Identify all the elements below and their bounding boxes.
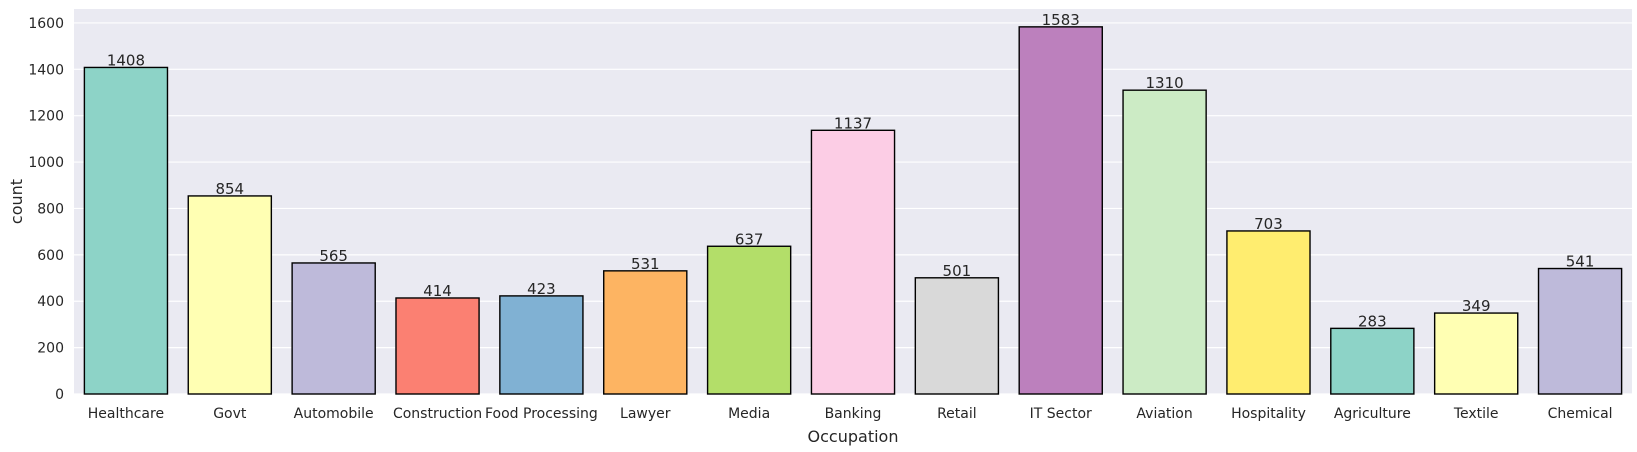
y-tick-label: 1400 [28,62,64,78]
x-tick-label: Lawyer [620,406,671,422]
x-tick-label: Construction [393,406,482,422]
data-label: 565 [319,247,348,265]
data-label: 531 [631,255,660,273]
x-axis-title: Occupation [808,427,899,446]
y-axis-ticks: 0 200 400 600 800 1000 1200 1400 1600 [28,16,64,403]
data-label: 703 [1254,215,1283,233]
data-label: 1310 [1146,74,1184,92]
bar-food-processing [499,295,584,395]
x-tick-label: Textile [1453,406,1499,422]
data-label: 854 [215,180,244,198]
x-tick-label: IT Sector [1030,406,1092,422]
bars [83,26,1623,395]
y-tick-label: 0 [55,387,64,403]
bar-banking [810,129,896,395]
x-tick-label: Automobile [294,406,374,422]
bar-agriculture [1330,327,1415,395]
data-label: 637 [735,230,764,248]
data-label: 414 [423,282,452,300]
bar-aviation [1122,89,1207,395]
x-tick-label: Aviation [1136,406,1192,422]
y-tick-label: 200 [37,341,64,357]
bar-it-sector [1018,26,1103,395]
data-label: 423 [527,280,556,298]
x-axis-ticks: Healthcare Govt Automobile Construction Food… [88,406,1613,422]
y-tick-label: 800 [37,201,64,217]
x-tick-label: Media [728,406,770,422]
x-tick-label: Healthcare [88,406,164,422]
y-tick-label: 1600 [28,16,64,32]
bar-retail [914,277,1000,395]
x-tick-label: Banking [825,406,882,422]
x-tick-label: Govt [213,406,247,422]
y-tick-label: 400 [37,294,64,310]
data-label: 1583 [1042,11,1080,29]
x-tick-label: Retail [937,406,977,422]
bar-govt [187,195,273,395]
bar-automobile [291,262,376,395]
bar-textile [1433,312,1519,395]
data-label: 1137 [834,114,872,132]
y-tick-label: 1200 [28,109,64,125]
x-tick-label: Food Processing [485,406,598,422]
x-tick-label: Chemical [1548,406,1613,422]
bar-healthcare [83,66,169,395]
bar-chemical [1537,267,1623,395]
x-tick-label: Hospitality [1231,406,1306,422]
bar-construction [395,297,480,395]
data-label: 1408 [107,51,145,69]
data-labels: 1408 854 565 414 423 531 637 1137 501 1583 1310 703… [107,11,1595,331]
data-label: 283 [1358,312,1387,330]
x-tick-label: Agriculture [1334,406,1411,422]
y-axis-title: count [7,179,26,224]
data-label: 541 [1566,253,1595,271]
data-label: 349 [1462,297,1491,315]
y-tick-label: 1000 [28,155,64,171]
y-tick-label: 600 [37,248,64,264]
bar-hospitality [1226,230,1311,395]
bar-media [706,245,792,395]
bar-lawyer [603,270,688,395]
data-label: 501 [943,262,972,280]
